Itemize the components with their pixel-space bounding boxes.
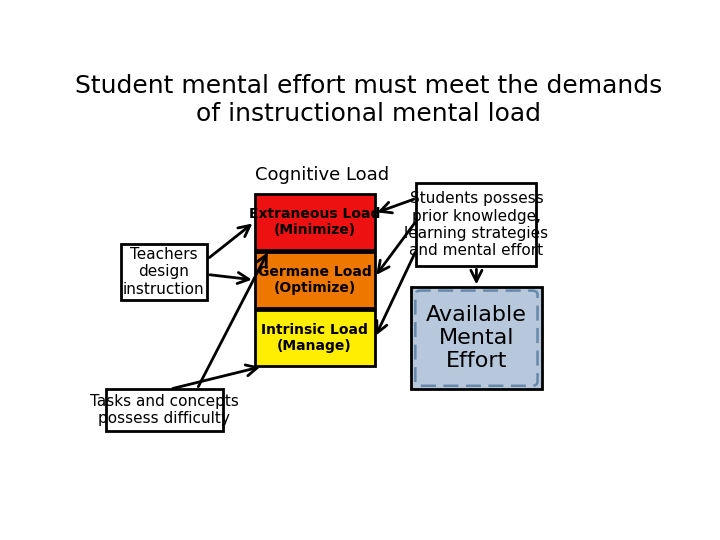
- FancyBboxPatch shape: [255, 252, 374, 308]
- Text: Intrinsic Load
(Manage): Intrinsic Load (Manage): [261, 323, 368, 353]
- Text: Students possess
prior knowledge,
learning strategies
and mental effort: Students possess prior knowledge, learni…: [405, 191, 549, 259]
- FancyBboxPatch shape: [255, 310, 374, 366]
- Text: Germane Load
(Optimize): Germane Load (Optimize): [258, 265, 372, 295]
- FancyBboxPatch shape: [255, 194, 374, 250]
- Text: Available
Mental
Effort: Available Mental Effort: [426, 305, 527, 372]
- FancyBboxPatch shape: [411, 287, 542, 389]
- Text: Cognitive Load: Cognitive Load: [254, 166, 389, 184]
- Text: Student mental effort must meet the demands
of instructional mental load: Student mental effort must meet the dema…: [76, 74, 662, 126]
- FancyBboxPatch shape: [416, 183, 536, 266]
- Text: Extraneous Load
(Minimize): Extraneous Load (Minimize): [249, 207, 380, 237]
- Text: Teachers
design
instruction: Teachers design instruction: [123, 247, 204, 296]
- FancyBboxPatch shape: [106, 389, 222, 431]
- FancyBboxPatch shape: [121, 244, 207, 300]
- Text: Tasks and concepts
possess difficulty: Tasks and concepts possess difficulty: [90, 394, 238, 426]
